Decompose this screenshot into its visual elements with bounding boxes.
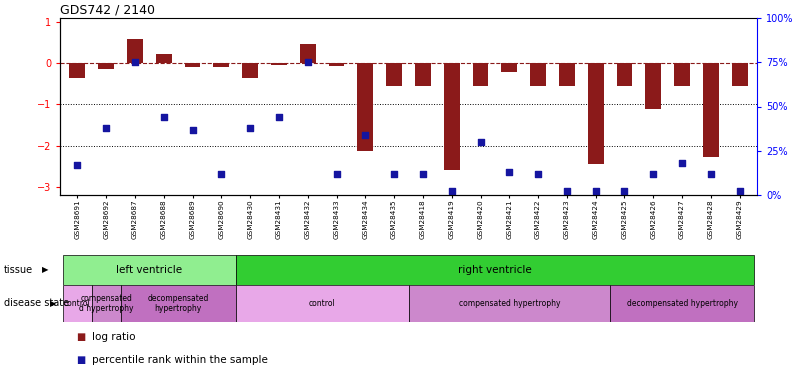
Point <box>301 59 314 65</box>
Bar <box>588 63 604 164</box>
Bar <box>99 63 114 69</box>
Bar <box>617 63 633 86</box>
Point <box>359 132 372 138</box>
Point <box>590 189 602 195</box>
Point <box>532 171 545 177</box>
Point <box>388 171 400 177</box>
Text: tissue: tissue <box>4 265 33 275</box>
Bar <box>357 63 373 150</box>
Point <box>128 59 141 65</box>
Text: compensated hypertrophy: compensated hypertrophy <box>458 299 560 308</box>
Point <box>647 171 660 177</box>
Bar <box>559 63 575 86</box>
Bar <box>242 63 258 78</box>
Text: control: control <box>308 299 336 308</box>
Bar <box>92 285 120 322</box>
Bar <box>501 63 517 72</box>
Text: ■: ■ <box>76 355 86 365</box>
Bar <box>530 63 546 86</box>
Text: GDS742 / 2140: GDS742 / 2140 <box>60 4 155 17</box>
Bar <box>235 255 754 285</box>
Bar <box>184 63 200 67</box>
Bar <box>127 39 143 63</box>
Bar <box>409 285 610 322</box>
Bar <box>156 54 171 63</box>
Text: control: control <box>64 299 91 308</box>
Point <box>618 189 631 195</box>
Text: disease state: disease state <box>4 298 69 309</box>
Text: log ratio: log ratio <box>92 332 135 342</box>
Bar <box>732 63 747 86</box>
Point <box>474 139 487 145</box>
Bar <box>213 63 229 67</box>
Text: ▶: ▶ <box>50 299 57 308</box>
Point <box>445 189 458 195</box>
Bar <box>328 63 344 66</box>
Bar <box>70 63 85 78</box>
Point <box>733 189 746 195</box>
Text: compensated
d hypertrophy: compensated d hypertrophy <box>79 294 134 313</box>
Bar <box>235 285 409 322</box>
Bar <box>120 285 235 322</box>
Text: left ventricle: left ventricle <box>116 265 183 275</box>
Bar <box>271 63 287 65</box>
Bar <box>674 63 690 86</box>
Point <box>244 125 256 131</box>
Bar <box>444 63 460 170</box>
Point <box>704 171 717 177</box>
Text: ▶: ▶ <box>42 266 48 274</box>
Point <box>71 162 84 168</box>
Bar <box>63 255 235 285</box>
Point <box>676 160 689 166</box>
Bar <box>63 285 92 322</box>
Text: ■: ■ <box>76 332 86 342</box>
Bar <box>646 63 661 108</box>
Point <box>186 126 199 132</box>
Point <box>157 114 170 120</box>
Point <box>561 189 574 195</box>
Bar <box>473 63 489 86</box>
Point <box>417 171 429 177</box>
Point <box>215 171 227 177</box>
Bar <box>300 44 316 63</box>
Text: decompensated hypertrophy: decompensated hypertrophy <box>626 299 738 308</box>
Bar <box>415 63 431 86</box>
Bar <box>610 285 754 322</box>
Text: percentile rank within the sample: percentile rank within the sample <box>92 355 268 365</box>
Point <box>100 125 113 131</box>
Point <box>272 114 285 120</box>
Text: right ventricle: right ventricle <box>458 265 532 275</box>
Text: decompensated
hypertrophy: decompensated hypertrophy <box>147 294 209 313</box>
Bar <box>703 63 718 157</box>
Point <box>503 169 516 175</box>
Bar <box>386 63 402 86</box>
Point <box>330 171 343 177</box>
